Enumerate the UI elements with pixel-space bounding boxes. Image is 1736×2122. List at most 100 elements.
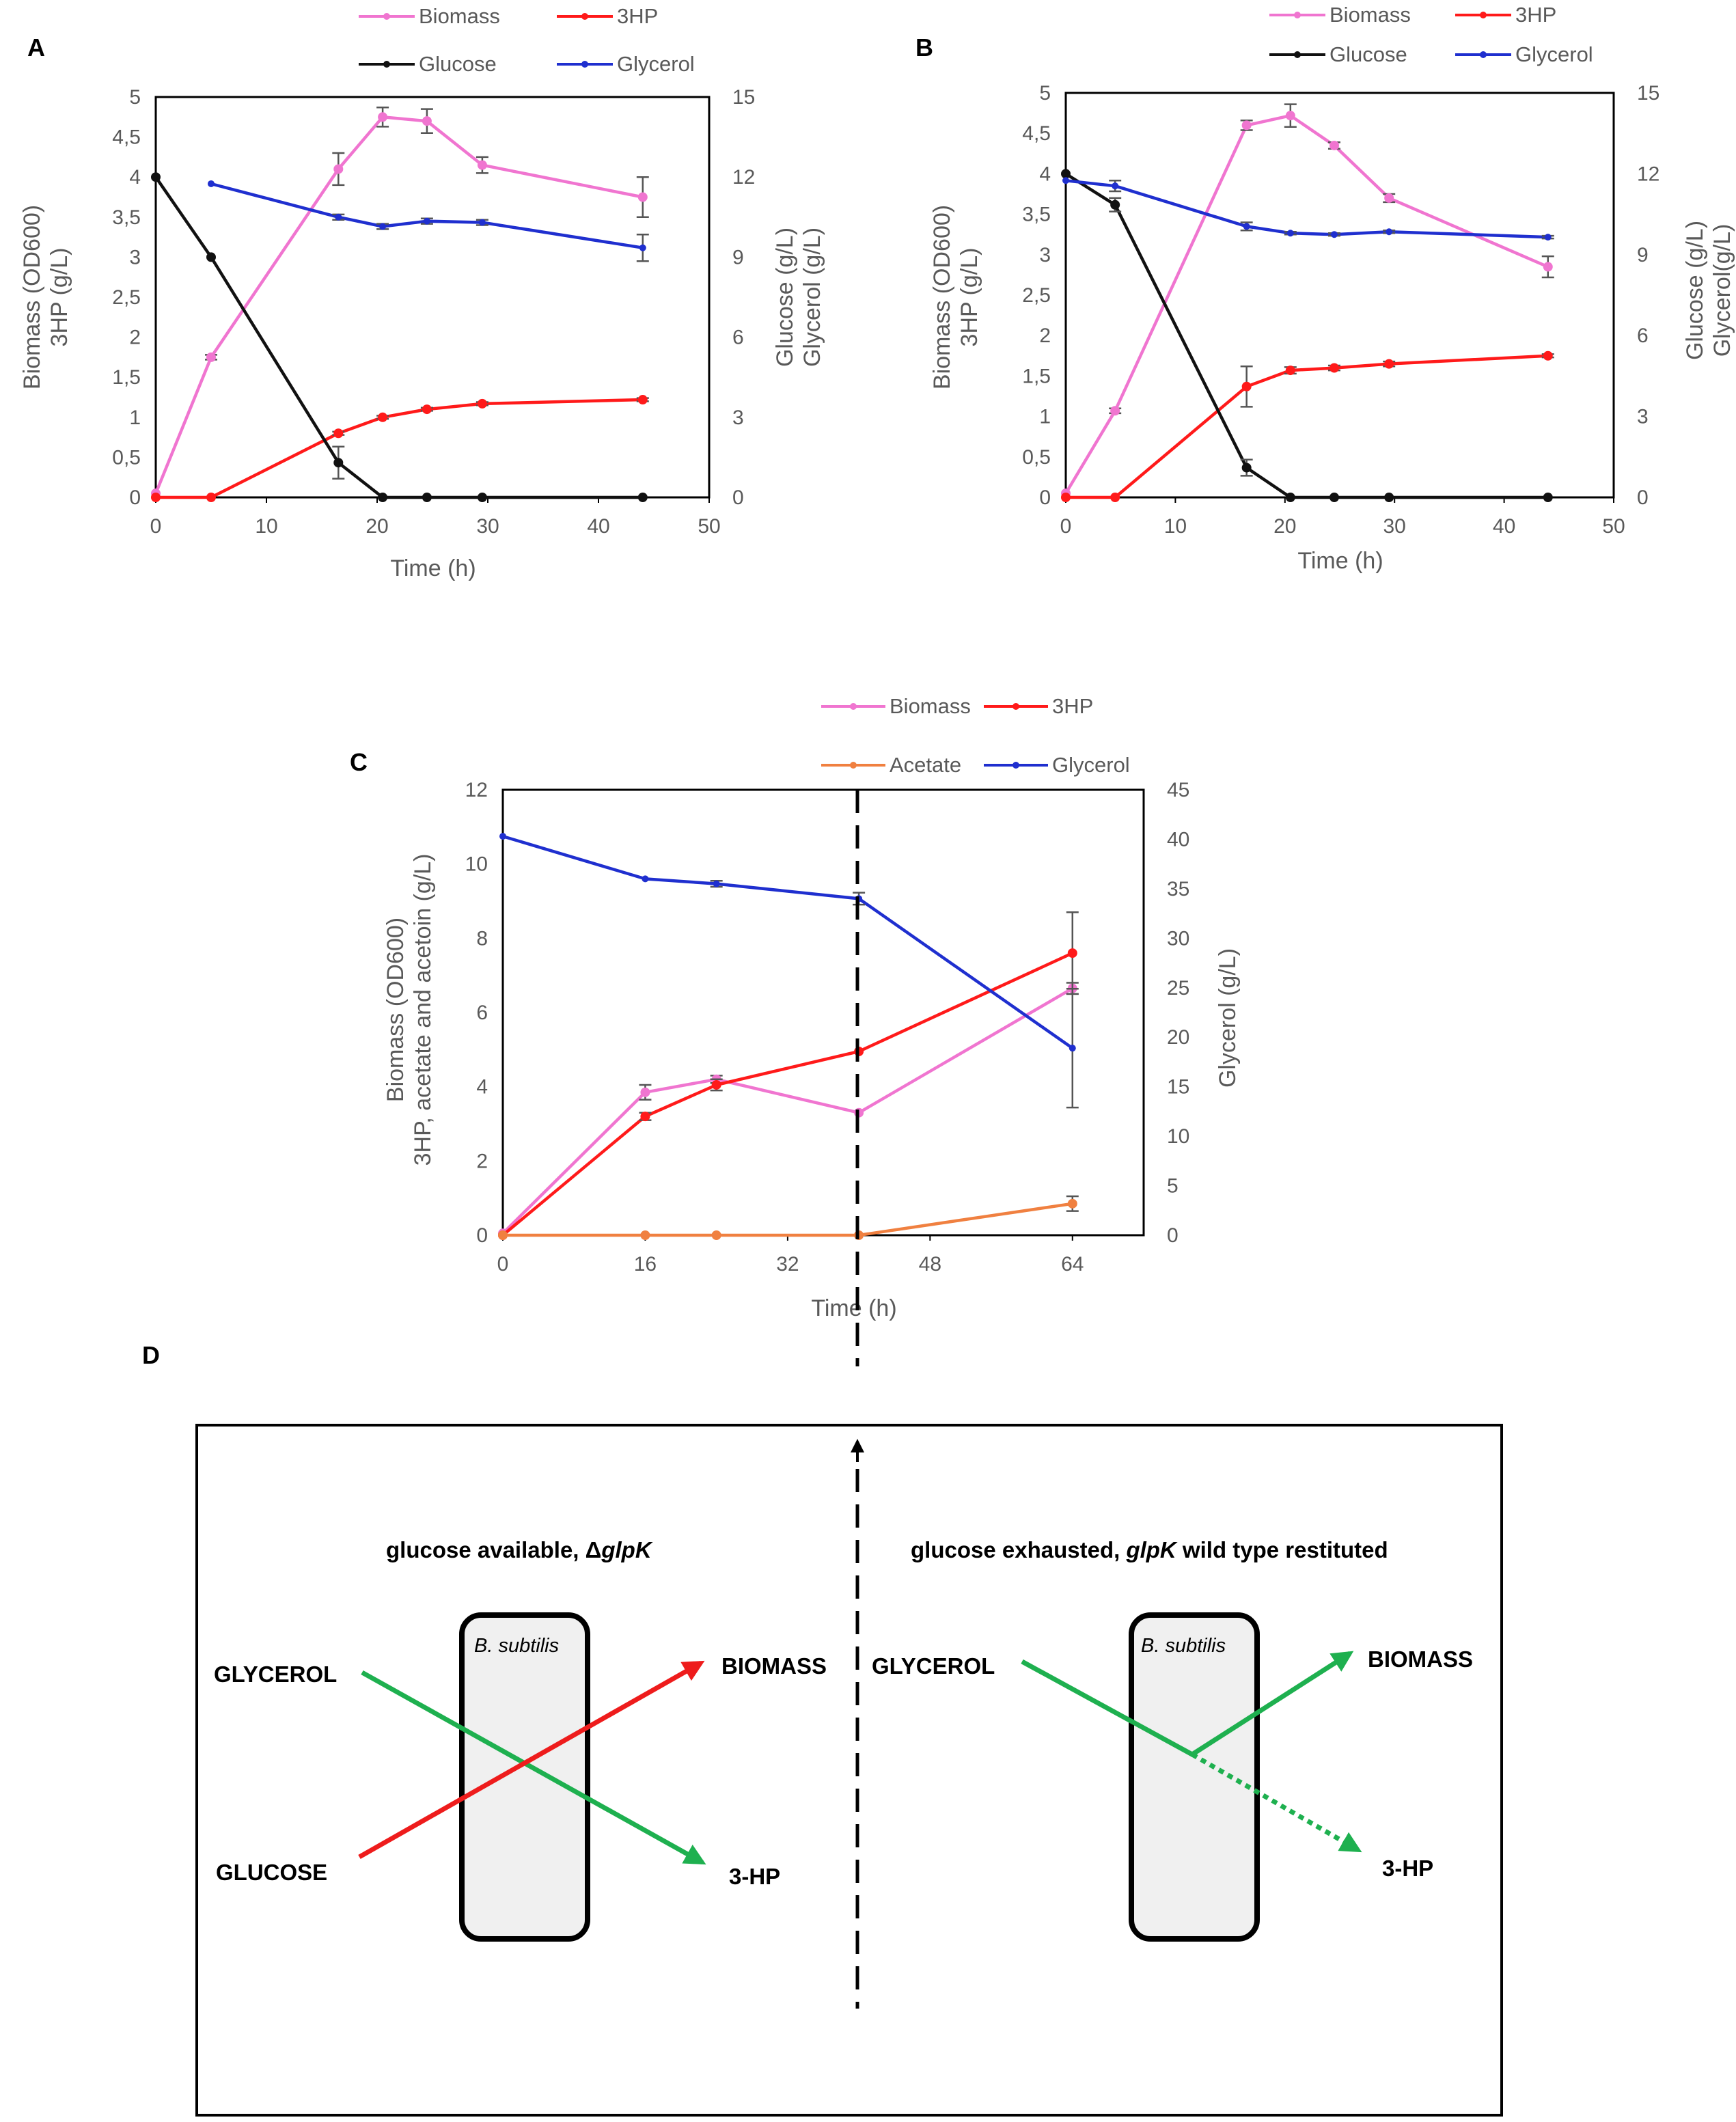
x-tick-label: 20 <box>1273 515 1296 538</box>
left-y-tick-label: 5 <box>129 86 141 109</box>
legend-swatch-marker <box>1480 12 1487 18</box>
x-axis-title: Time (h) <box>811 1295 896 1321</box>
right-y-tick-label: 10 <box>1167 1125 1189 1148</box>
data-point-glycerol <box>423 217 430 225</box>
legend-label: Biomass <box>890 694 971 718</box>
data-point-biomass <box>1110 406 1120 416</box>
legend-label: Biomass <box>419 4 500 28</box>
panel-letter-b: B <box>915 33 933 61</box>
data-point-biomass <box>1329 140 1339 150</box>
data-point-glycerol <box>379 223 387 230</box>
right-y-axis-title-line: Glycerol(g/L) <box>1709 224 1735 357</box>
data-point-biomass <box>378 112 388 122</box>
plot-frame <box>154 96 711 499</box>
left-y-axis-title-line: 3HP, acetate and acetoin (g/L) <box>410 854 436 1166</box>
diagram-panel-d: glucose available, ΔglpK B. subtilis GLY… <box>195 1424 1503 2117</box>
data-point-3hp <box>1110 493 1120 502</box>
series-line-biomass <box>501 987 1073 1235</box>
right-y-tick-label: 20 <box>1167 1026 1189 1049</box>
left-glucose-to-biomass-arrow <box>358 1660 705 1860</box>
data-point-3hp <box>477 398 487 409</box>
data-point-3hp <box>1384 359 1394 369</box>
data-point-3hp <box>1067 948 1077 959</box>
left-scenario-title: glucose available, ΔglpK <box>386 1537 653 1562</box>
plot-frame <box>501 788 1145 1237</box>
left-y-tick-label: 4 <box>476 1076 488 1099</box>
data-point-glycerol <box>1386 228 1393 236</box>
data-point-biomass <box>637 192 648 202</box>
data-point-3hp <box>640 1112 650 1122</box>
data-point-glycerol <box>639 244 646 251</box>
panel-letter-d: D <box>142 1341 160 1369</box>
right-y-tick-label: 25 <box>1167 977 1189 1000</box>
left-y-tick-label: 2 <box>129 327 141 349</box>
data-point-acetate <box>640 1230 650 1240</box>
data-point-3hp <box>422 404 432 415</box>
x-tick-label: 10 <box>1164 515 1187 538</box>
right-cell-label: B. subtilis <box>1141 1635 1226 1657</box>
left-y-tick-label: 4,5 <box>112 126 141 149</box>
left-y-tick-label: 0 <box>476 1224 488 1247</box>
legend-swatch-marker <box>1294 51 1301 58</box>
data-point-glycerol <box>642 875 649 883</box>
left-y-tick-label: 2 <box>476 1150 488 1172</box>
left-y-tick-label: 2,5 <box>112 286 141 309</box>
right-y-tick-label: 6 <box>1637 325 1649 347</box>
data-point-glycerol <box>1544 234 1552 241</box>
left-y-tick-label: 10 <box>465 853 488 876</box>
right-y-axis-title-line: Glucose (g/L) <box>772 228 798 367</box>
legend-label: 3HP <box>1515 3 1556 27</box>
left-y-axis-title-line: Biomass (OD600) <box>383 918 409 1102</box>
legend-swatch-marker <box>850 762 857 769</box>
series-line-glucose <box>1064 172 1548 499</box>
right-y-tick-label: 5 <box>1167 1175 1179 1198</box>
left-y-tick-label: 1,5 <box>1022 365 1051 387</box>
right-cell-body <box>1129 1612 1260 1942</box>
data-point-glycerol <box>1286 230 1294 237</box>
data-point-biomass <box>422 116 432 126</box>
right-y-tick-label: 40 <box>1167 828 1189 851</box>
x-tick-label: 40 <box>1493 515 1515 538</box>
legend-label: Biomass <box>1329 3 1411 27</box>
legend-swatch-marker <box>1294 12 1301 18</box>
legend-swatch-marker <box>1012 762 1019 769</box>
left-cell-label: B. subtilis <box>474 1635 559 1657</box>
left-y-axis-title-line: Biomass (OD600) <box>19 205 45 389</box>
x-tick-label: 40 <box>587 515 609 538</box>
x-tick-label: 10 <box>255 515 277 538</box>
right-input-glycerol: GLYCEROL <box>872 1653 995 1679</box>
right-glycerol-to-3hp-dotted-arrow <box>1191 1752 1362 1853</box>
series-line-3hp <box>501 952 1073 1237</box>
data-point-3hp <box>378 412 388 422</box>
right-output-3hp: 3-HP <box>1382 1856 1433 1881</box>
data-point-glucose <box>333 458 344 468</box>
data-point-glycerol <box>713 880 720 887</box>
data-point-biomass <box>1384 193 1394 203</box>
x-tick-label: 0 <box>497 1253 509 1276</box>
left-output-biomass: BIOMASS <box>721 1653 827 1679</box>
legend-label: Glucose <box>1329 42 1407 66</box>
data-point-biomass <box>333 164 344 174</box>
left-input-glucose: GLUCOSE <box>216 1860 327 1885</box>
chart-panel-a: 0 10 20 30 40 5000,511,522,533,544,5503691215… <box>19 4 825 581</box>
right-y-tick-label: 0 <box>1167 1224 1179 1247</box>
data-point-glycerol <box>1330 231 1338 238</box>
chart-panel-c: 0 16 32 48 64 0 2 4 6 8 10 12 0 5 10 15 20 25 30 35 40 45 Time… <box>383 694 1241 1321</box>
data-point-glucose <box>637 493 648 502</box>
left-y-axis-title: Biomass (OD600)3HP (g/L) <box>929 205 982 389</box>
left-cell-body <box>459 1612 590 1942</box>
right-y-tick-label: 3 <box>732 407 744 429</box>
legend-label: Glucose <box>419 52 497 76</box>
right-y-tick-label: 3 <box>1637 406 1649 428</box>
data-point-glycerol <box>335 213 342 221</box>
left-y-tick-label: 3 <box>129 246 141 268</box>
right-y-axis-title: Glucose (g/L)Glycerol(g/L) <box>1682 221 1735 360</box>
left-y-axis-title-line: 3HP (g/L) <box>956 248 982 347</box>
right-y-tick-label: 0 <box>732 486 744 509</box>
data-point-3hp <box>333 428 344 439</box>
legend-swatch-marker <box>383 13 390 20</box>
data-point-glucose <box>1110 199 1120 210</box>
data-point-3hp <box>151 493 161 502</box>
left-y-tick-label: 12 <box>465 779 488 801</box>
panel-letter-a: A <box>27 33 45 61</box>
